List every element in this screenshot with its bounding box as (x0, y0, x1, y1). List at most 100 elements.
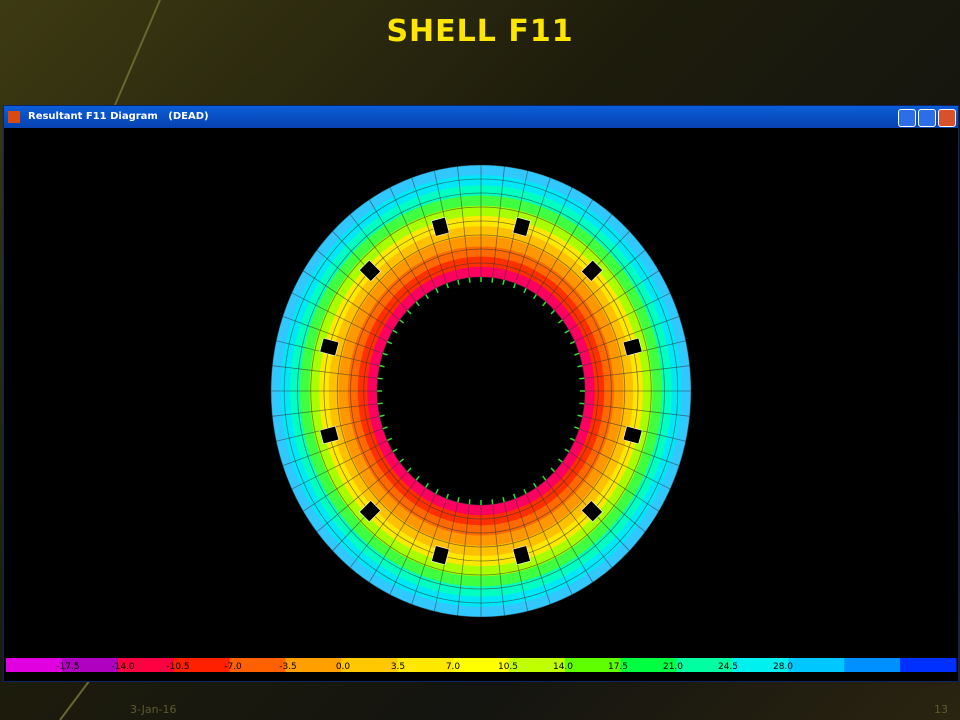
support (377, 402, 383, 405)
mesh-line (562, 461, 646, 533)
app-icon (8, 111, 20, 123)
ring-hole (377, 277, 585, 505)
support (569, 340, 576, 345)
support (392, 448, 398, 453)
mesh-line (368, 487, 427, 583)
mesh-line (514, 498, 551, 605)
mesh-line (349, 479, 417, 568)
opening (622, 337, 643, 357)
mesh-line (457, 166, 470, 278)
support (542, 301, 547, 307)
legend-swatch (117, 658, 175, 672)
mesh-line (291, 292, 388, 342)
mesh-line (525, 187, 573, 289)
support (468, 499, 471, 505)
legend-swatch (676, 658, 733, 672)
support (457, 279, 460, 285)
support (379, 364, 385, 368)
minimize-button[interactable] (898, 109, 916, 127)
maximize-button[interactable] (918, 109, 936, 127)
legend-swatch (732, 658, 789, 672)
legend-label: 14.0 (553, 662, 573, 672)
mesh-line (316, 249, 400, 321)
legend-swatch (229, 658, 286, 672)
opening (319, 337, 340, 357)
support (550, 309, 556, 315)
title-bar: Resultant F11 Diagram (DEAD) (4, 106, 958, 128)
mesh-line (349, 214, 417, 303)
mesh-line (525, 493, 573, 595)
support (502, 497, 505, 503)
support (415, 301, 420, 307)
support (445, 493, 450, 499)
support (406, 467, 412, 473)
support (382, 426, 388, 430)
support (457, 497, 460, 503)
support (557, 458, 563, 463)
support (379, 414, 385, 418)
support (574, 352, 580, 356)
support (579, 402, 585, 405)
opening (319, 425, 340, 445)
legend-label: -17.5 (56, 662, 79, 672)
support (523, 287, 527, 294)
mesh-line (291, 440, 388, 490)
mesh-line (584, 403, 690, 417)
support (425, 482, 429, 488)
mesh-line (272, 365, 378, 379)
support (569, 437, 576, 442)
support (468, 277, 471, 283)
support (542, 475, 547, 481)
decor-line (59, 679, 91, 720)
legend-label: 24.5 (718, 662, 738, 672)
contour-view: -17.5 -14.0 -10.5 -7.0 -3.5 0.0 3.5 7.0 10.5 14.0… (6, 164, 957, 672)
legend-label: 17.5 (608, 662, 628, 672)
support (550, 467, 556, 473)
opening (580, 500, 604, 523)
mesh-line (411, 177, 448, 284)
support (435, 287, 439, 294)
legend-label: 0.0 (336, 662, 351, 672)
opening (358, 500, 382, 523)
support (512, 493, 517, 499)
support (564, 448, 570, 453)
opening (512, 545, 531, 566)
mesh-line (535, 199, 594, 295)
support (399, 458, 405, 463)
support (415, 475, 420, 481)
legend-swatch (564, 658, 622, 672)
mesh-line (492, 166, 505, 278)
opening (512, 216, 531, 237)
legend-label: 7.0 (446, 662, 461, 672)
mesh-line (579, 428, 680, 467)
legend-swatch (397, 658, 454, 672)
support (579, 377, 585, 380)
legend-swatch (173, 658, 231, 672)
support (574, 426, 580, 430)
support (382, 352, 388, 356)
mesh-line (282, 428, 383, 467)
mesh-line (514, 177, 551, 284)
mesh-line (302, 270, 394, 331)
legend-label: 3.5 (391, 662, 405, 672)
mesh-line (389, 187, 437, 289)
mesh-line (535, 487, 594, 583)
mesh-line (302, 451, 394, 512)
support (533, 482, 537, 488)
legend-swatch (788, 658, 845, 672)
page-number: 13 (934, 703, 948, 716)
mesh-line (492, 504, 505, 616)
mesh-line (579, 315, 680, 354)
legend-swatch (844, 658, 901, 672)
close-button[interactable] (938, 109, 956, 127)
legend-label: 10.5 (498, 662, 518, 672)
opening (431, 545, 450, 566)
opening (622, 425, 643, 445)
window-title: Resultant F11 Diagram (DEAD) (28, 111, 209, 122)
support (512, 283, 517, 289)
mesh-line (282, 315, 383, 354)
slide-title: SHELL F11 (386, 14, 574, 49)
mesh-line (574, 440, 671, 490)
legend-label: -7.0 (224, 662, 242, 672)
